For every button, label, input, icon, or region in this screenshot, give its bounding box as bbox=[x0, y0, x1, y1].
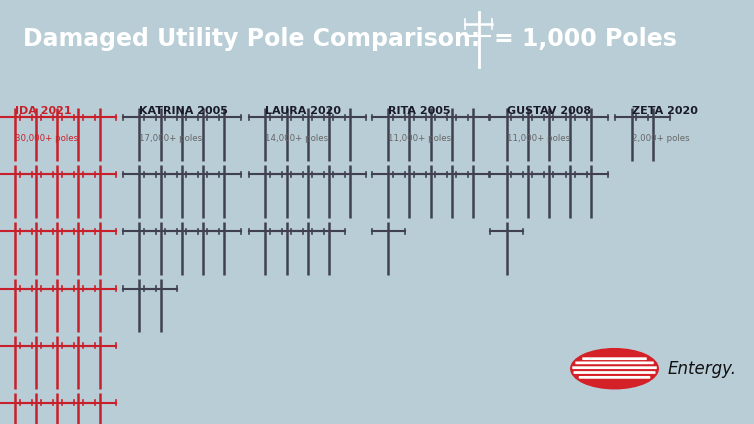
Text: = 1,000 Poles: = 1,000 Poles bbox=[494, 27, 677, 51]
Text: 11,000+ poles: 11,000+ poles bbox=[388, 134, 452, 143]
Text: GUSTAV 2008: GUSTAV 2008 bbox=[507, 106, 591, 116]
Text: 11,000+ poles: 11,000+ poles bbox=[507, 134, 570, 143]
Text: IDA 2021: IDA 2021 bbox=[15, 106, 72, 116]
Text: 14,000+ poles: 14,000+ poles bbox=[265, 134, 329, 143]
Text: Damaged Utility Pole Comparison:: Damaged Utility Pole Comparison: bbox=[23, 27, 496, 51]
Text: Entergy.: Entergy. bbox=[667, 360, 737, 378]
Text: KATRINA 2005: KATRINA 2005 bbox=[139, 106, 228, 116]
FancyBboxPatch shape bbox=[582, 357, 647, 360]
FancyBboxPatch shape bbox=[579, 376, 650, 379]
FancyBboxPatch shape bbox=[574, 371, 655, 374]
Text: ZETA 2020: ZETA 2020 bbox=[632, 106, 697, 116]
Text: 17,000+ poles: 17,000+ poles bbox=[139, 134, 203, 143]
Text: LAURA 2020: LAURA 2020 bbox=[265, 106, 342, 116]
Text: 2,000+ poles: 2,000+ poles bbox=[632, 134, 689, 143]
FancyBboxPatch shape bbox=[572, 366, 657, 369]
Text: RITA 2005: RITA 2005 bbox=[388, 106, 451, 116]
Circle shape bbox=[571, 349, 658, 389]
FancyBboxPatch shape bbox=[575, 361, 654, 364]
Text: 30,000+ poles: 30,000+ poles bbox=[15, 134, 78, 143]
